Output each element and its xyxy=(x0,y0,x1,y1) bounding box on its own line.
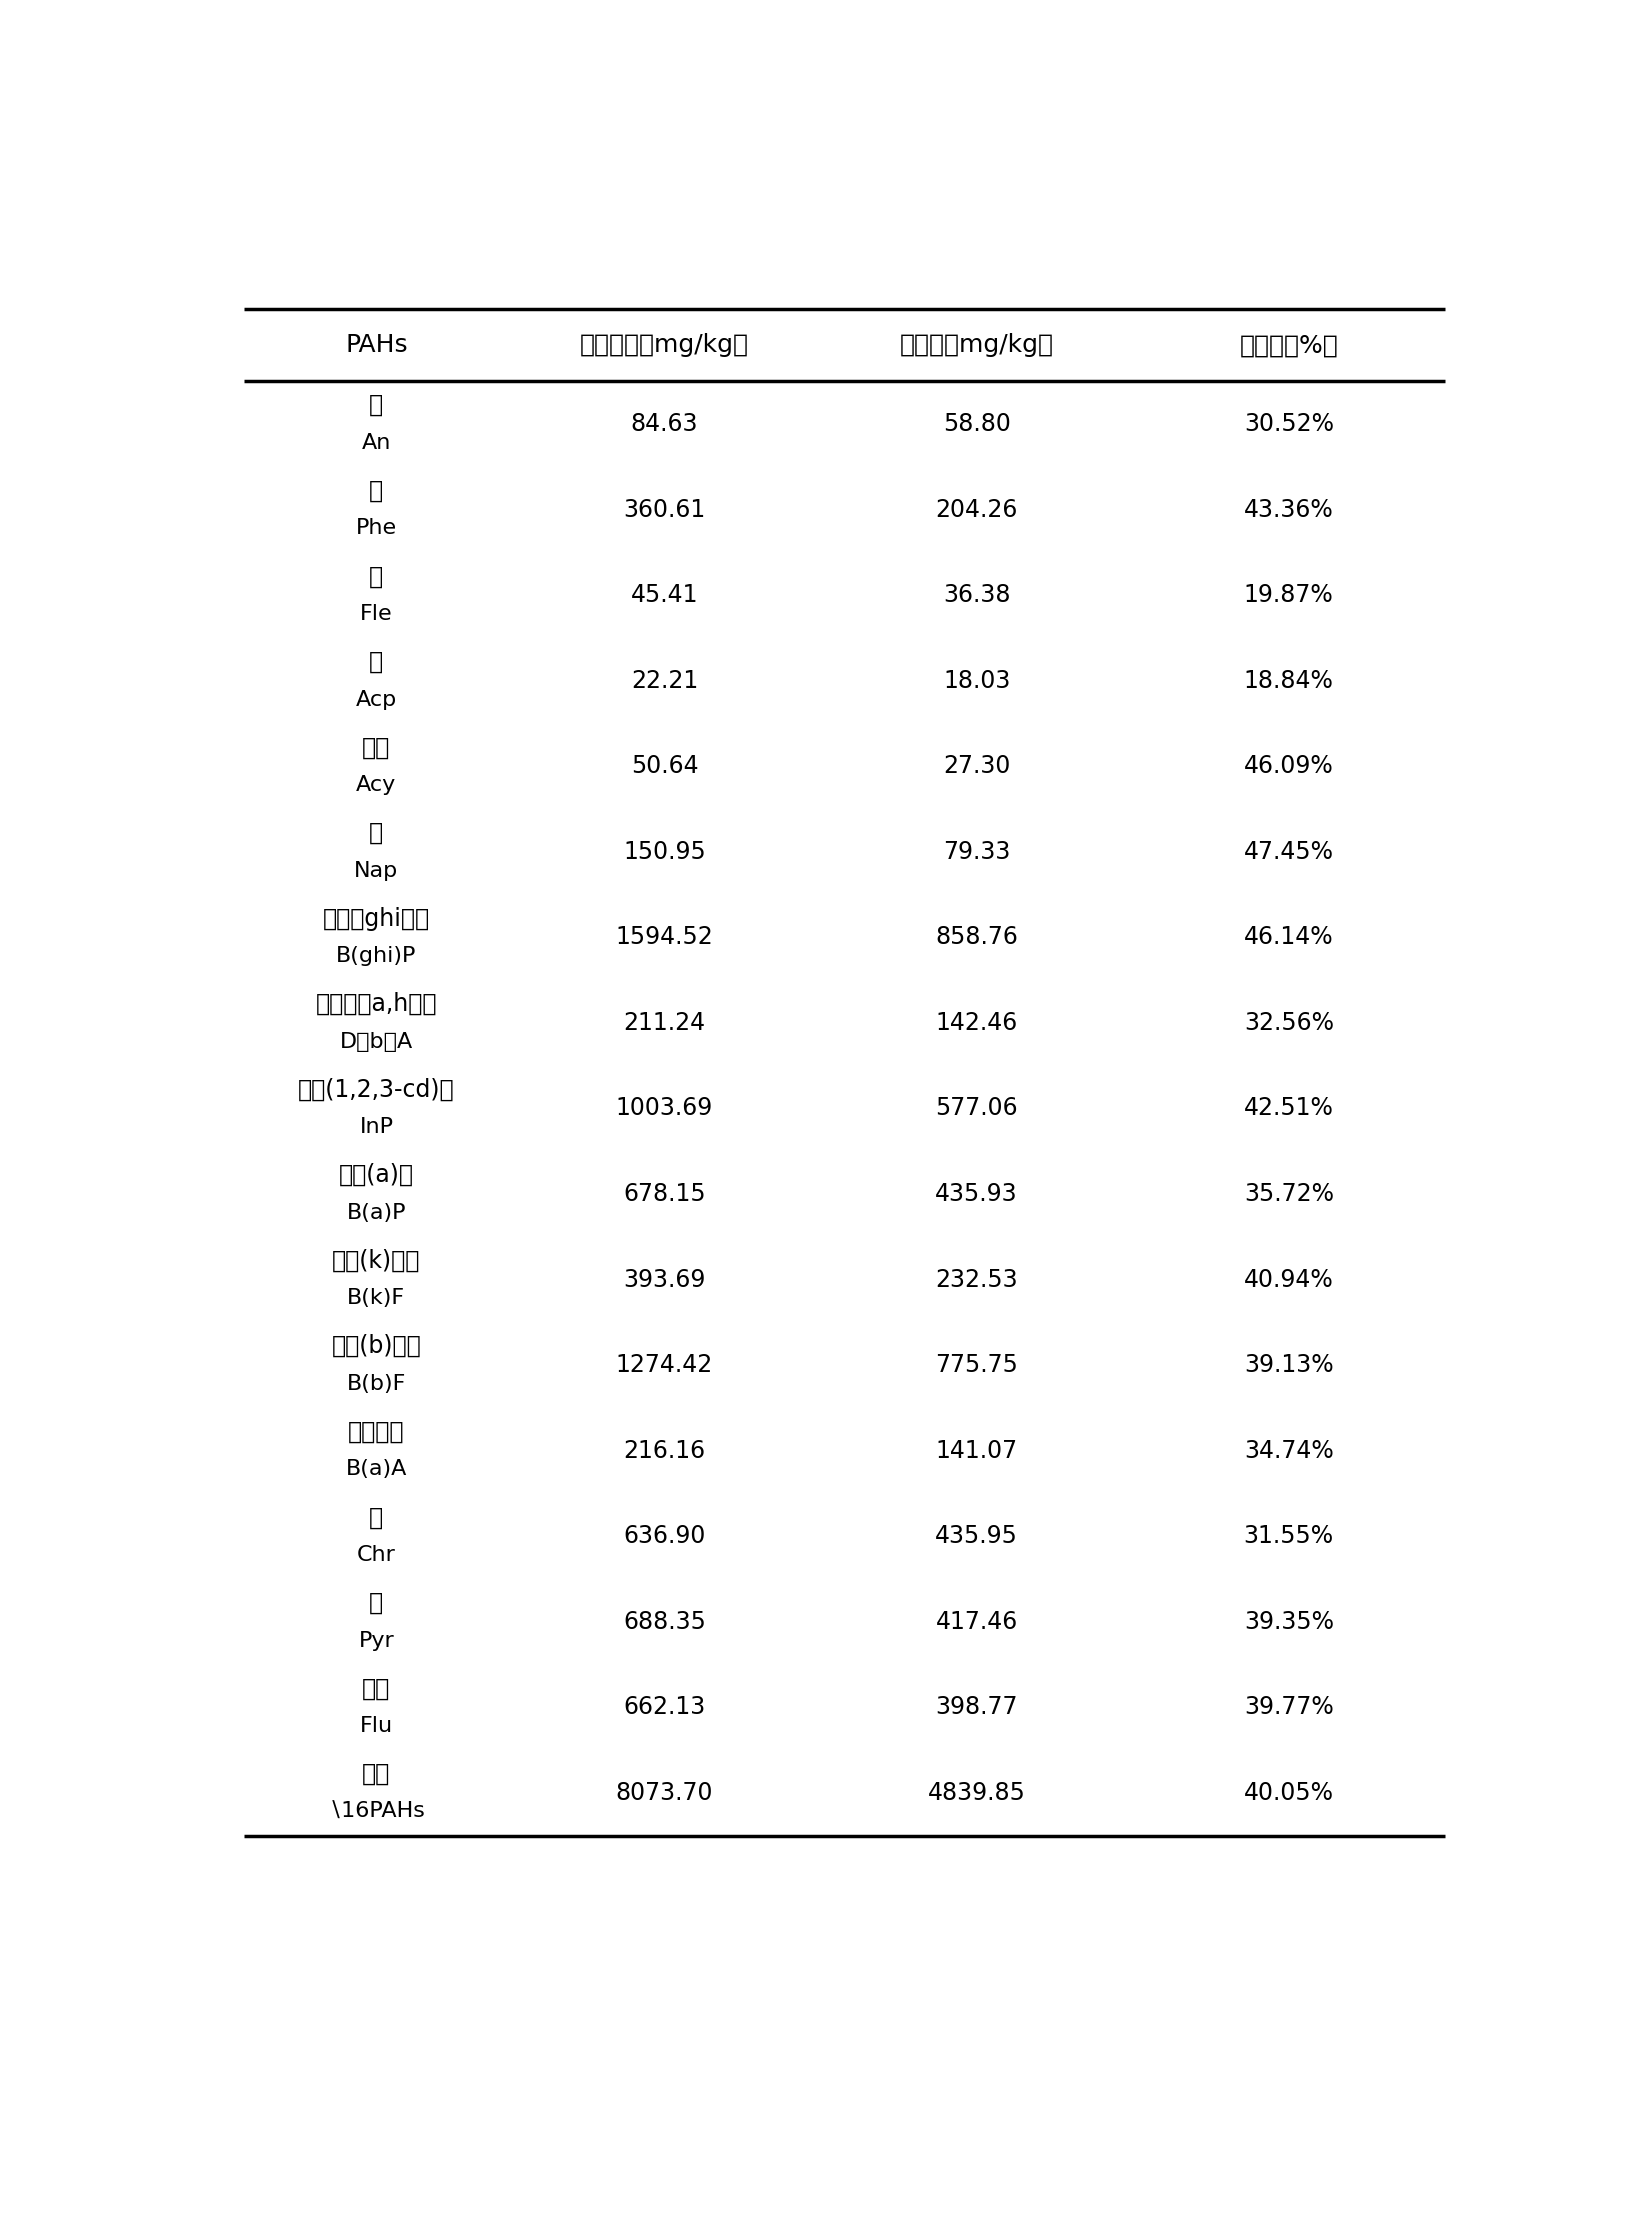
Text: 4839.85: 4839.85 xyxy=(928,1780,1025,1804)
Text: 1003.69: 1003.69 xyxy=(616,1095,714,1120)
Text: 27.30: 27.30 xyxy=(943,753,1010,778)
Text: 1594.52: 1594.52 xyxy=(616,924,714,949)
Text: 45.41: 45.41 xyxy=(631,582,699,607)
Text: 47.45%: 47.45% xyxy=(1244,840,1333,864)
Text: 19.87%: 19.87% xyxy=(1244,582,1333,607)
Text: 苯并(k)荧蒧: 苯并(k)荧蒧 xyxy=(333,1249,420,1273)
Text: 22.21: 22.21 xyxy=(631,669,699,693)
Text: 36.38: 36.38 xyxy=(943,582,1010,607)
Text: 232.53: 232.53 xyxy=(936,1267,1018,1291)
Text: 216.16: 216.16 xyxy=(623,1438,705,1462)
Text: Chr: Chr xyxy=(358,1544,396,1564)
Text: 42.51%: 42.51% xyxy=(1244,1095,1333,1120)
Text: 32.56%: 32.56% xyxy=(1244,1011,1333,1035)
Text: B(ghi)P: B(ghi)P xyxy=(336,947,417,967)
Text: 去除率（%）: 去除率（%） xyxy=(1239,333,1338,358)
Text: 茊烯: 茊烯 xyxy=(363,735,391,760)
Text: 1274.42: 1274.42 xyxy=(616,1353,714,1378)
Text: An: An xyxy=(361,433,391,453)
Text: 苯并(a)芹: 苯并(a)芹 xyxy=(339,1162,414,1187)
Text: 苯并（ghi）芹: 苯并（ghi）芹 xyxy=(323,907,430,931)
Text: 398.77: 398.77 xyxy=(936,1695,1018,1720)
Text: 终含量（mg/kg）: 终含量（mg/kg） xyxy=(900,333,1053,358)
Text: Acy: Acy xyxy=(356,775,397,795)
Text: Acp: Acp xyxy=(356,689,397,709)
Text: 芒: 芒 xyxy=(369,564,384,589)
Text: 577.06: 577.06 xyxy=(936,1095,1018,1120)
Text: 204.26: 204.26 xyxy=(936,498,1018,522)
Text: 58.80: 58.80 xyxy=(943,411,1010,436)
Text: 393.69: 393.69 xyxy=(623,1267,705,1291)
Text: B(b)F: B(b)F xyxy=(346,1373,405,1393)
Text: 141.07: 141.07 xyxy=(936,1438,1018,1462)
Text: B(k)F: B(k)F xyxy=(348,1289,405,1309)
Text: 435.95: 435.95 xyxy=(934,1524,1018,1549)
Text: 84.63: 84.63 xyxy=(631,411,699,436)
Text: 678.15: 678.15 xyxy=(623,1182,705,1207)
Text: 初始含量（mg/kg）: 初始含量（mg/kg） xyxy=(580,333,748,358)
Text: 39.35%: 39.35% xyxy=(1244,1609,1333,1633)
Text: 435.93: 435.93 xyxy=(936,1182,1018,1207)
Text: 46.09%: 46.09% xyxy=(1244,753,1333,778)
Text: 萍: 萍 xyxy=(369,820,384,844)
Text: ∖16PAHs: ∖16PAHs xyxy=(328,1802,425,1822)
Text: 30.52%: 30.52% xyxy=(1244,411,1333,436)
Text: 142.46: 142.46 xyxy=(936,1011,1018,1035)
Text: 屈: 屈 xyxy=(369,1504,384,1529)
Text: 79.33: 79.33 xyxy=(943,840,1010,864)
Text: 菲: 菲 xyxy=(369,478,384,502)
Text: 18.03: 18.03 xyxy=(943,669,1010,693)
Text: 46.14%: 46.14% xyxy=(1244,924,1333,949)
Text: 858.76: 858.76 xyxy=(934,924,1018,949)
Text: 636.90: 636.90 xyxy=(623,1524,705,1549)
Text: 31.55%: 31.55% xyxy=(1244,1524,1333,1549)
Text: 二苯并（a,h）蒧: 二苯并（a,h）蒧 xyxy=(316,991,437,1015)
Text: 417.46: 417.46 xyxy=(936,1609,1018,1633)
Text: 苯并(b)荧蒧: 苯并(b)荧蒧 xyxy=(331,1333,422,1358)
Text: 总量: 总量 xyxy=(363,1762,391,1786)
Text: D（b）A: D（b）A xyxy=(339,1031,414,1051)
Text: InP: InP xyxy=(359,1118,394,1138)
Text: 蒧: 蒧 xyxy=(369,393,384,418)
Text: B(a)A: B(a)A xyxy=(346,1460,407,1480)
Text: 775.75: 775.75 xyxy=(934,1353,1018,1378)
Text: B(a)P: B(a)P xyxy=(346,1202,405,1222)
Text: 211.24: 211.24 xyxy=(623,1011,705,1035)
Text: Phe: Phe xyxy=(356,518,397,538)
Text: 39.13%: 39.13% xyxy=(1244,1353,1333,1378)
Text: PAHs: PAHs xyxy=(344,333,407,358)
Text: 18.84%: 18.84% xyxy=(1244,669,1333,693)
Text: 150.95: 150.95 xyxy=(623,840,705,864)
Text: 688.35: 688.35 xyxy=(623,1609,705,1633)
Text: Flu: Flu xyxy=(359,1715,392,1735)
Text: 50.64: 50.64 xyxy=(631,753,699,778)
Text: 360.61: 360.61 xyxy=(623,498,705,522)
Text: 34.74%: 34.74% xyxy=(1244,1438,1333,1462)
Text: 茌并(1,2,3-cd)芹: 茌并(1,2,3-cd)芹 xyxy=(298,1078,455,1102)
Text: 8073.70: 8073.70 xyxy=(616,1780,714,1804)
Text: 苯并荧蒧: 苯并荧蒧 xyxy=(348,1420,405,1444)
Text: 39.77%: 39.77% xyxy=(1244,1695,1333,1720)
Text: Nap: Nap xyxy=(354,860,399,880)
Text: 40.94%: 40.94% xyxy=(1244,1267,1333,1291)
Text: 荧蒧: 荧蒧 xyxy=(363,1675,391,1700)
Text: 芹: 芹 xyxy=(369,1591,384,1615)
Text: 662.13: 662.13 xyxy=(623,1695,705,1720)
Text: 43.36%: 43.36% xyxy=(1244,498,1333,522)
Text: Fle: Fle xyxy=(359,604,392,624)
Text: 艘: 艘 xyxy=(369,649,384,673)
Text: 35.72%: 35.72% xyxy=(1244,1182,1333,1207)
Text: 40.05%: 40.05% xyxy=(1244,1780,1333,1804)
Text: Pyr: Pyr xyxy=(359,1631,394,1651)
